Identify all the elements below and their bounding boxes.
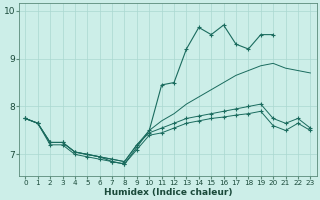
X-axis label: Humidex (Indice chaleur): Humidex (Indice chaleur) (104, 188, 232, 197)
